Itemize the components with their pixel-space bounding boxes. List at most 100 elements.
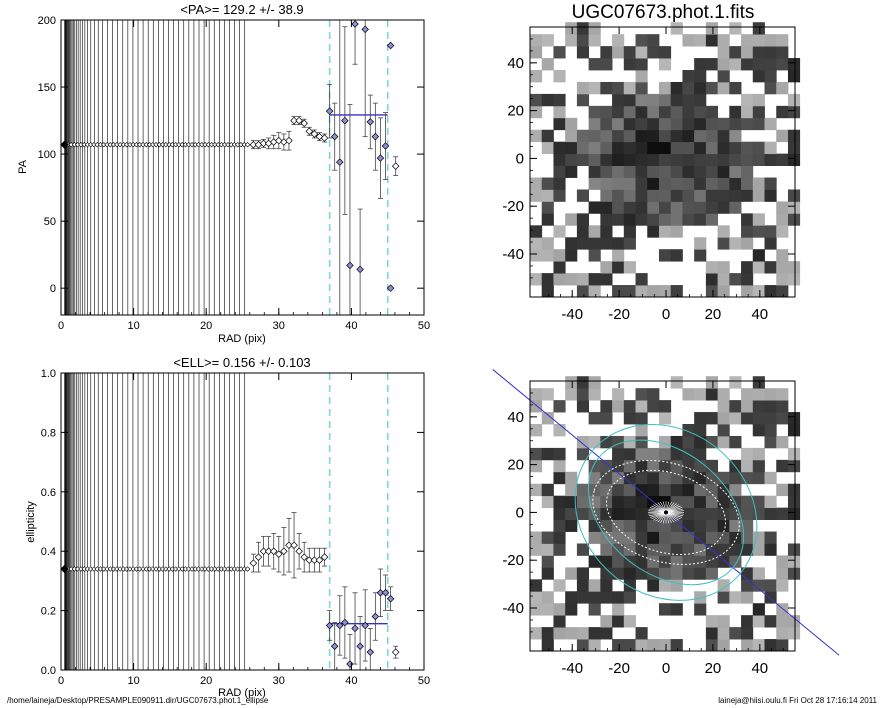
image-pixel xyxy=(682,555,695,568)
image-pixel xyxy=(553,579,566,592)
image-pixel xyxy=(647,129,660,143)
image-pixel xyxy=(635,483,648,497)
image-pixel xyxy=(623,189,636,202)
image-pixel xyxy=(623,507,636,520)
image-pixel xyxy=(694,483,707,497)
inner-point xyxy=(146,142,153,148)
image-pixel xyxy=(741,471,754,485)
image-pixel xyxy=(752,22,765,35)
image-pixel xyxy=(541,285,554,298)
inner-point xyxy=(81,566,87,572)
image-pixel xyxy=(647,555,660,568)
image-pixel xyxy=(670,447,683,461)
data-point xyxy=(300,119,308,127)
image-pixel xyxy=(600,153,613,166)
image-pixel xyxy=(612,603,625,616)
image-pixel xyxy=(705,129,719,143)
image-pixel xyxy=(741,459,754,473)
y-tick-label: 40 xyxy=(507,409,524,426)
image-pixel xyxy=(658,58,672,71)
image-pixel xyxy=(576,273,590,286)
image-pixel xyxy=(600,105,613,119)
image-pixel xyxy=(600,591,613,604)
data-point xyxy=(356,265,364,274)
image-pixel xyxy=(553,189,566,202)
image-pixel xyxy=(576,225,590,238)
image-pixel xyxy=(565,213,578,226)
image-pixel xyxy=(600,412,613,425)
x-tick-label: -20 xyxy=(608,306,630,323)
image-pixel xyxy=(565,376,578,389)
image-pixel xyxy=(530,603,543,616)
image-pixel xyxy=(623,412,636,425)
image-pixel xyxy=(553,249,566,262)
inner-ray xyxy=(665,512,683,518)
image-pixel xyxy=(600,177,613,190)
image-pixel xyxy=(752,46,765,59)
image-pixel xyxy=(612,201,625,214)
inner-point xyxy=(130,142,136,148)
image-pixel xyxy=(541,447,554,461)
image-pixel xyxy=(600,483,613,497)
inner-point xyxy=(88,142,94,148)
inner-ray xyxy=(655,512,667,522)
inner-point xyxy=(231,142,238,148)
image-pixel xyxy=(541,483,554,497)
image-pixel xyxy=(541,249,554,262)
image-pixel xyxy=(776,105,789,119)
image-pixel xyxy=(530,459,543,473)
image-pixel xyxy=(576,141,590,155)
image-pixel xyxy=(729,105,742,119)
inner-point xyxy=(110,142,117,148)
image-pixel xyxy=(670,285,683,298)
image-pixel xyxy=(565,129,578,143)
image-pixel xyxy=(670,567,683,580)
image-pixel xyxy=(776,261,789,274)
image-pixel xyxy=(635,213,648,226)
inner-point xyxy=(94,566,100,572)
image-pixel xyxy=(647,201,660,214)
image-pixel xyxy=(553,105,566,119)
image-pixel xyxy=(694,117,707,131)
image-pixel xyxy=(623,46,636,59)
image-pixel xyxy=(717,117,730,131)
image-pixel xyxy=(670,376,683,389)
image-pixel xyxy=(623,531,636,544)
image-pixel xyxy=(530,627,543,640)
image-pixel xyxy=(717,388,730,401)
image-pixel xyxy=(752,400,765,413)
image-pixel xyxy=(635,34,648,47)
data-point xyxy=(249,140,258,149)
image-pixel xyxy=(787,567,801,580)
image-pixel xyxy=(694,519,707,532)
image-pixel xyxy=(588,471,601,485)
image-pixel xyxy=(776,273,789,286)
inner-point xyxy=(114,142,120,148)
image-pixel xyxy=(705,81,719,95)
image-pixel xyxy=(576,81,590,95)
image-pixel xyxy=(565,567,578,580)
image-pixel xyxy=(729,435,742,449)
image-pixel xyxy=(541,555,554,568)
image-pixel xyxy=(705,58,719,71)
image-pixel xyxy=(612,249,625,262)
x-tick-label: 0 xyxy=(662,306,670,323)
image-pixel xyxy=(612,285,625,298)
image-pixel xyxy=(553,177,566,190)
inner-point xyxy=(199,566,205,572)
image-pixel xyxy=(635,46,648,59)
image-pixel xyxy=(635,507,648,520)
image-pixel xyxy=(623,435,636,449)
image-pixel xyxy=(764,189,777,202)
image-pixel xyxy=(600,189,613,202)
image-pixel xyxy=(576,507,590,520)
image-pixel xyxy=(541,93,554,107)
image-pixel xyxy=(623,165,636,178)
inner-point xyxy=(81,142,87,148)
image-pixel xyxy=(717,58,730,71)
image-pixel xyxy=(600,627,613,640)
x-tick-label: 50 xyxy=(418,675,430,687)
image-pixel xyxy=(717,507,730,520)
image-pixel xyxy=(717,46,730,59)
image-pixel xyxy=(705,495,719,509)
